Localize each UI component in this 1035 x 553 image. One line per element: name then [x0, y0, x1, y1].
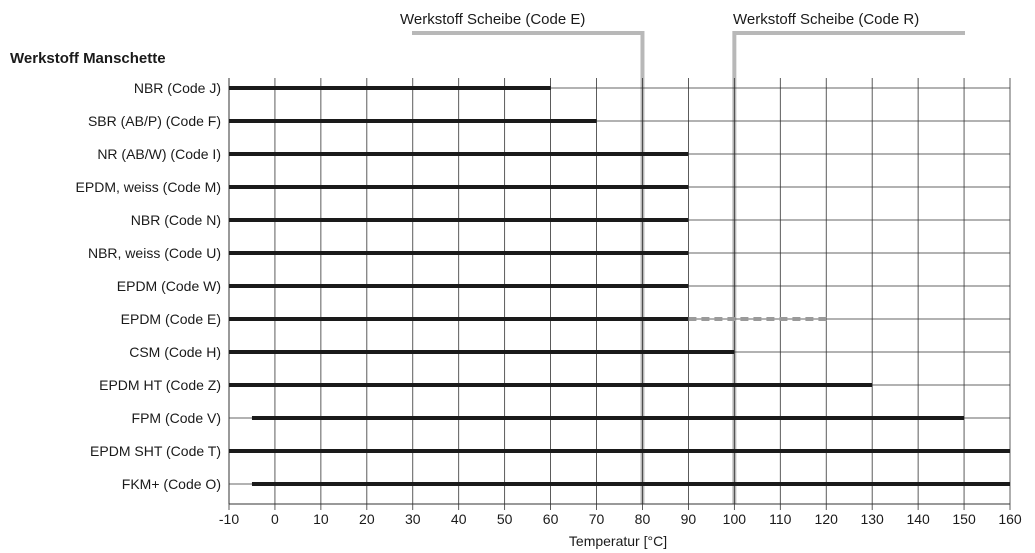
x-tick-label-10: 10: [313, 511, 329, 527]
category-label-5: NBR (Code N): [131, 212, 221, 228]
x-tick-label-minus-10: -10: [219, 511, 239, 527]
x-tick-label-30: 30: [405, 511, 421, 527]
bar-layer: [229, 86, 1010, 486]
x-tick-label-40: 40: [451, 511, 467, 527]
x-tick-label-20: 20: [359, 511, 375, 527]
category-label-1: NBR (Code J): [134, 80, 221, 96]
category-label-9: CSM (Code H): [129, 344, 221, 360]
category-label-3: NR (AB/W) (Code I): [97, 146, 221, 162]
x-tick-label-0: 0: [271, 511, 279, 527]
x-tick-label-150: 150: [952, 511, 976, 527]
annotation-label-2: Werkstoff Scheibe (Code R): [733, 11, 919, 28]
x-tick-label-50: 50: [497, 511, 513, 527]
y-axis-title: Werkstoff Manschette: [10, 50, 166, 67]
x-tick-label-110: 110: [769, 511, 792, 527]
category-label-7: EPDM (Code W): [117, 278, 221, 294]
x-tick-label-120: 120: [815, 511, 839, 527]
x-tick-label-60: 60: [543, 511, 559, 527]
x-tick-label-130: 130: [860, 511, 884, 527]
category-label-4: EPDM, weiss (Code M): [76, 179, 221, 195]
category-label-11: FPM (Code V): [132, 410, 221, 426]
x-tick-label-100: 100: [723, 511, 747, 527]
category-label-10: EPDM HT (Code Z): [99, 377, 221, 393]
x-tick-label-140: 140: [906, 511, 930, 527]
x-tick-label-90: 90: [681, 511, 697, 527]
annotation-label-1: Werkstoff Scheibe (Code E): [400, 11, 585, 28]
x-tick-label-70: 70: [589, 511, 605, 527]
label-layer: Werkstoff Scheibe (Code E) Werkstoff Sche…: [76, 11, 1022, 527]
category-label-13: FKM+ (Code O): [122, 476, 221, 492]
category-label-12: EPDM SHT (Code T): [90, 443, 221, 459]
category-label-2: SBR (AB/P) (Code F): [88, 113, 221, 129]
x-tick-label-160: 160: [998, 511, 1022, 527]
category-label-8: EPDM (Code E): [121, 311, 221, 327]
x-tick-label-80: 80: [635, 511, 651, 527]
x-axis-title: Temperatur [°C]: [569, 533, 667, 549]
grid-layer: [228, 78, 1011, 510]
category-label-6: NBR, weiss (Code U): [88, 245, 221, 261]
